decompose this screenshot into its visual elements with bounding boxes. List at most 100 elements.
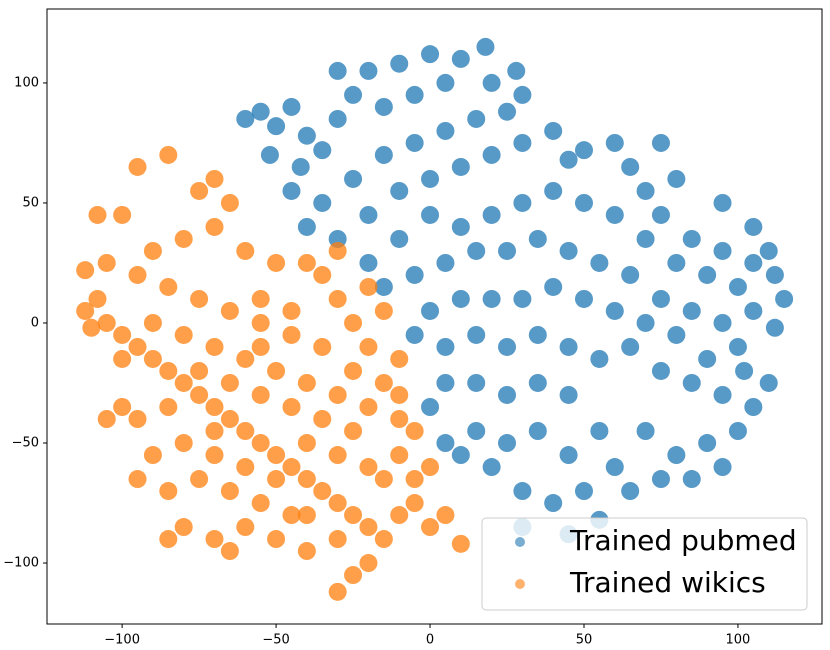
scatter-point	[728, 337, 747, 356]
scatter-point	[205, 169, 224, 188]
scatter-point	[113, 397, 132, 416]
scatter-point	[390, 506, 409, 525]
scatter-point	[190, 289, 209, 308]
scatter-point	[159, 361, 178, 380]
scatter-point	[744, 301, 763, 320]
scatter-point	[559, 385, 578, 404]
scatter-point	[436, 337, 455, 356]
scatter-point	[513, 133, 532, 152]
scatter-point	[667, 446, 686, 465]
scatter-point	[344, 361, 363, 380]
scatter-point	[313, 410, 332, 428]
scatter-point	[359, 253, 378, 272]
scatter-point	[651, 205, 670, 224]
scatter-point	[205, 337, 224, 356]
scatter-point	[405, 422, 424, 441]
scatter-point	[328, 61, 347, 80]
scatter-point	[297, 126, 316, 145]
scatter-point	[143, 446, 162, 465]
scatter-point	[251, 337, 270, 356]
scatter-point	[621, 265, 640, 284]
scatter-point	[313, 482, 332, 501]
scatter-point	[451, 49, 470, 68]
x-tick-label: 50	[576, 633, 593, 648]
scatter-point	[467, 422, 486, 441]
scatter-point	[128, 157, 147, 176]
scatter-point	[82, 318, 101, 337]
scatter-point	[775, 289, 794, 308]
x-tick-label: −50	[262, 633, 289, 648]
scatter-point	[251, 289, 270, 308]
scatter-point	[359, 61, 378, 80]
scatter-point	[713, 241, 732, 260]
scatter-point	[88, 289, 107, 308]
scatter-point	[405, 265, 424, 284]
scatter-point	[559, 150, 578, 169]
scatter-point	[174, 434, 193, 453]
scatter-point	[528, 373, 547, 392]
scatter-point	[374, 145, 393, 164]
scatter-point	[113, 325, 132, 344]
scatter-point	[390, 54, 409, 73]
scatter-point	[544, 121, 563, 140]
scatter-point	[236, 349, 255, 368]
scatter-point	[190, 181, 209, 200]
x-tick-label: 100	[726, 633, 751, 648]
scatter-point	[220, 542, 239, 561]
legend-marker	[515, 537, 525, 547]
scatter-point	[544, 494, 563, 513]
scatter-point	[260, 145, 279, 164]
scatter-point	[328, 109, 347, 128]
scatter-point	[190, 361, 209, 380]
scatter-point	[651, 470, 670, 489]
scatter-point	[174, 229, 193, 248]
scatter-point	[636, 422, 655, 441]
x-tick-label: 0	[426, 633, 434, 648]
scatter-point	[405, 470, 424, 489]
scatter-point	[513, 482, 532, 501]
scatter-point	[190, 470, 209, 489]
scatter-point	[590, 253, 609, 272]
scatter-point	[621, 157, 640, 176]
scatter-point	[421, 301, 440, 320]
scatter-point	[451, 289, 470, 308]
scatter-point	[282, 97, 301, 116]
scatter-point	[698, 265, 717, 284]
scatter-point	[328, 446, 347, 465]
scatter-point	[359, 397, 378, 416]
scatter-point	[282, 458, 301, 477]
scatter-point	[574, 482, 593, 501]
scatter-point	[765, 318, 784, 337]
scatter-point	[390, 181, 409, 200]
scatter-point	[728, 422, 747, 441]
scatter-point	[220, 301, 239, 320]
scatter-point	[390, 446, 409, 465]
scatter-point	[236, 518, 255, 537]
scatter-point	[467, 325, 486, 344]
scatter-point	[713, 193, 732, 212]
scatter-point	[667, 325, 686, 344]
scatter-point	[528, 229, 547, 248]
scatter-point	[467, 109, 486, 128]
scatter-point	[76, 261, 95, 280]
scatter-point	[143, 241, 162, 260]
scatter-point	[174, 325, 193, 344]
scatter-point	[451, 534, 470, 553]
scatter-point	[267, 117, 286, 136]
scatter-point	[574, 141, 593, 160]
scatter-point	[190, 385, 209, 404]
legend-marker	[515, 579, 525, 589]
scatter-point	[159, 482, 178, 501]
scatter-point	[559, 446, 578, 465]
scatter-point	[143, 349, 162, 368]
legend-label: Trained pubmed	[569, 524, 797, 557]
x-tick-label: −100	[104, 633, 140, 648]
scatter-point	[698, 349, 717, 368]
scatter-point	[205, 397, 224, 416]
scatter-point	[313, 337, 332, 356]
scatter-point	[421, 458, 440, 477]
scatter-point	[267, 446, 286, 465]
scatter-point	[97, 313, 116, 332]
scatter-point	[359, 277, 378, 296]
scatter-point	[544, 181, 563, 200]
